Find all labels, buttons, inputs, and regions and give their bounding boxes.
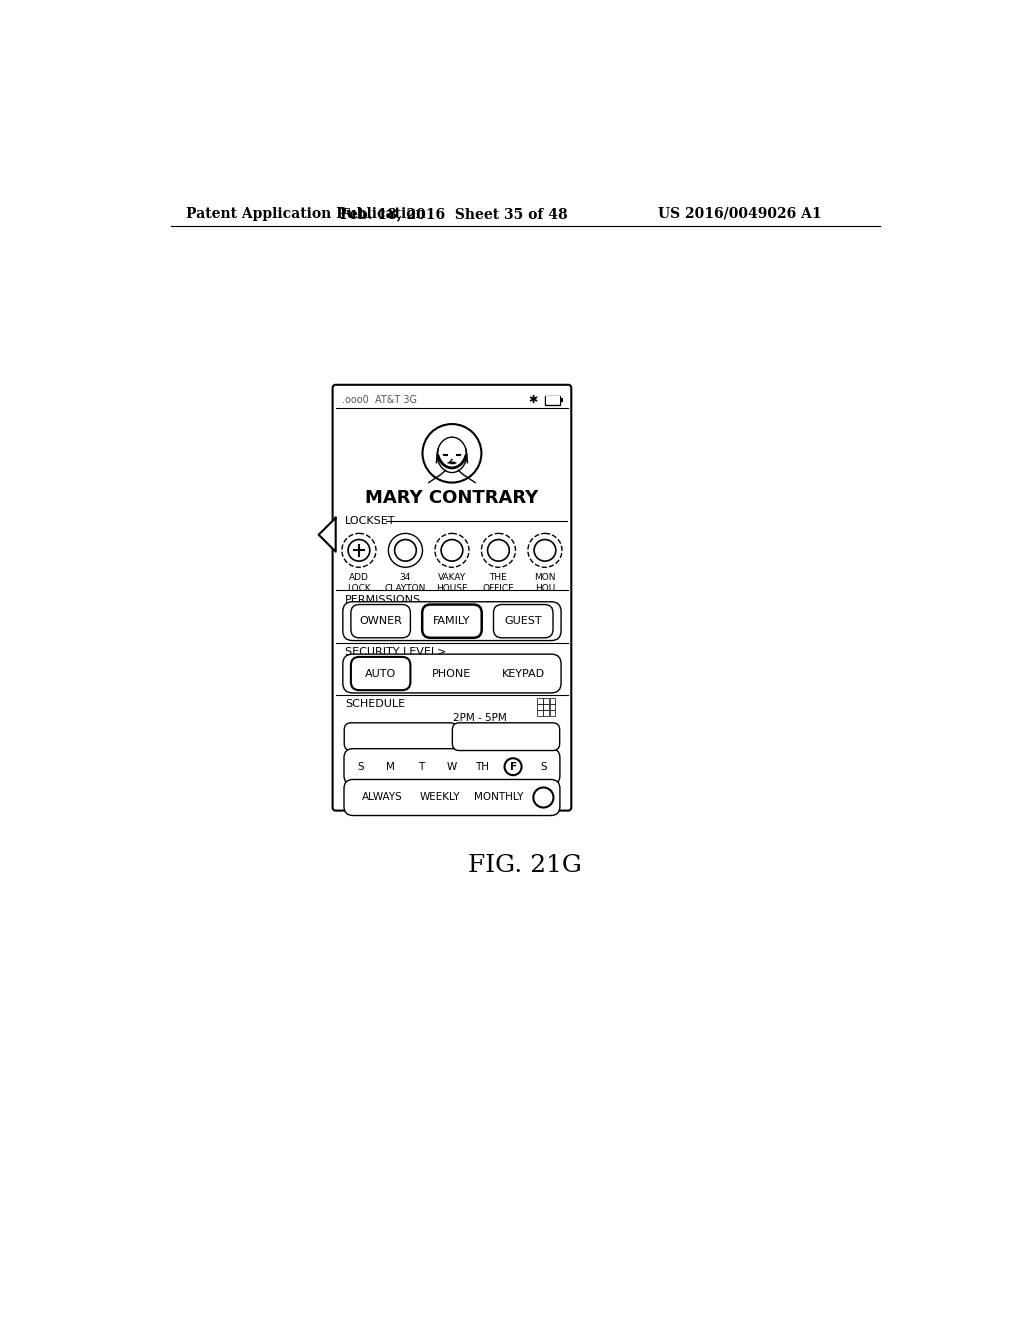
Text: TH: TH: [475, 762, 489, 772]
Text: SCHEDULE: SCHEDULE: [345, 700, 406, 709]
Text: KEYPAD: KEYPAD: [502, 668, 545, 678]
FancyBboxPatch shape: [345, 610, 559, 632]
Text: W: W: [446, 762, 457, 772]
Bar: [550, 705, 555, 710]
Polygon shape: [318, 517, 336, 552]
Circle shape: [394, 540, 417, 561]
Bar: [544, 698, 549, 704]
FancyBboxPatch shape: [422, 605, 481, 638]
Text: S: S: [541, 762, 547, 772]
FancyBboxPatch shape: [344, 723, 457, 751]
Text: Feb. 18, 2016  Sheet 35 of 48: Feb. 18, 2016 Sheet 35 of 48: [340, 207, 567, 220]
Circle shape: [441, 540, 463, 561]
FancyBboxPatch shape: [344, 748, 560, 784]
Text: FIG. 21G: FIG. 21G: [468, 854, 582, 876]
Circle shape: [348, 540, 370, 561]
Text: US 2016/0049026 A1: US 2016/0049026 A1: [658, 207, 822, 220]
Text: M: M: [386, 762, 395, 772]
Text: .ooo0  AT&T 3G: .ooo0 AT&T 3G: [342, 395, 417, 405]
Text: PERMISSIONS: PERMISSIONS: [345, 594, 421, 605]
Bar: [538, 698, 543, 704]
FancyBboxPatch shape: [333, 385, 571, 810]
Circle shape: [535, 540, 556, 561]
Text: MARY CONTRARY: MARY CONTRARY: [366, 488, 539, 507]
FancyBboxPatch shape: [453, 723, 560, 751]
Bar: [546, 396, 560, 404]
Text: WEEKLY: WEEKLY: [420, 792, 461, 803]
FancyBboxPatch shape: [343, 655, 561, 693]
Text: F: F: [510, 762, 517, 772]
Text: S: S: [357, 762, 364, 772]
Text: Patent Application Publication: Patent Application Publication: [186, 207, 426, 220]
Bar: [544, 710, 549, 715]
Bar: [560, 397, 563, 403]
Text: ALWAYS: ALWAYS: [361, 792, 402, 803]
FancyBboxPatch shape: [351, 657, 411, 690]
FancyBboxPatch shape: [494, 605, 553, 638]
Text: THE
OFFICE: THE OFFICE: [482, 573, 514, 593]
FancyBboxPatch shape: [344, 780, 560, 816]
Text: ✱: ✱: [528, 395, 538, 405]
Text: ADD
LOCK: ADD LOCK: [347, 573, 371, 593]
Bar: [544, 705, 549, 710]
Text: LOCKSET: LOCKSET: [345, 516, 395, 527]
Text: GUEST: GUEST: [505, 616, 542, 626]
Text: MON
HOU: MON HOU: [535, 573, 556, 593]
Text: SECURITY LEVEL>: SECURITY LEVEL>: [345, 647, 446, 657]
Circle shape: [487, 540, 509, 561]
Text: PHONE: PHONE: [432, 668, 472, 678]
Circle shape: [423, 424, 481, 483]
Text: AUTO: AUTO: [365, 668, 396, 678]
Text: VAKAY
HOUSE: VAKAY HOUSE: [436, 573, 468, 593]
Bar: [550, 710, 555, 715]
Circle shape: [505, 758, 521, 775]
FancyBboxPatch shape: [351, 605, 411, 638]
Text: OWNER: OWNER: [359, 616, 402, 626]
Bar: [538, 710, 543, 715]
Bar: [545, 396, 560, 405]
Text: 34
CLAYTON: 34 CLAYTON: [385, 573, 426, 593]
Bar: [538, 705, 543, 710]
Text: FAMILY: FAMILY: [433, 616, 471, 626]
Circle shape: [534, 788, 554, 808]
Bar: [550, 698, 555, 704]
FancyBboxPatch shape: [343, 602, 561, 640]
Text: MONTHLY: MONTHLY: [474, 792, 523, 803]
Text: 2PM - 5PM: 2PM - 5PM: [453, 713, 507, 723]
Text: T: T: [418, 762, 425, 772]
